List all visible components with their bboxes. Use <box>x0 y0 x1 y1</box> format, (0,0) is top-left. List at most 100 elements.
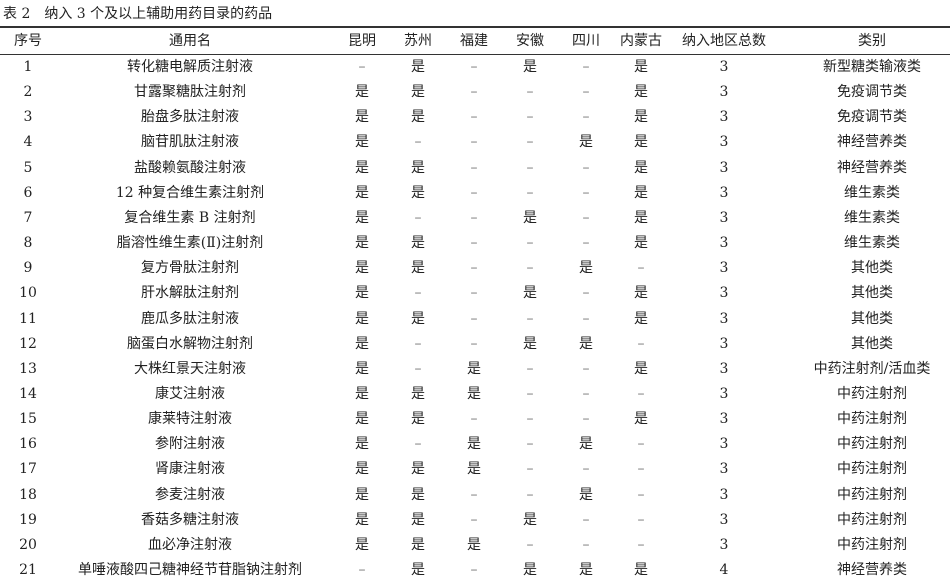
cell-index: 11 <box>19 310 37 327</box>
header-region-count: 纳入地区总数 <box>682 33 766 49</box>
cell-fujian: – <box>470 109 478 126</box>
cell-sichuan: 是 <box>579 562 593 578</box>
cell-drug-name: 康艾注射液 <box>155 385 225 402</box>
cell-fujian: – <box>470 411 478 428</box>
cell-anhui: 是 <box>523 59 537 75</box>
cell-neimenggu: 是 <box>634 285 648 302</box>
cell-kunming: – <box>358 562 366 578</box>
cell-category: 中药注射剂 <box>837 385 907 402</box>
cell-anhui: – <box>526 159 534 176</box>
cell-index: 10 <box>19 285 37 302</box>
cell-neimenggu: 是 <box>634 310 648 327</box>
cell-neimenggu: 是 <box>634 134 648 151</box>
cell-index: 5 <box>23 159 33 176</box>
table-row: 9 复方骨肽注射剂 是 是 – – 是 – 3 其他类 <box>0 256 950 281</box>
cell-drug-name: 肾康注射液 <box>155 461 225 478</box>
cell-suzhou: – <box>414 134 422 151</box>
cell-index: 15 <box>19 411 37 428</box>
cell-fujian: 是 <box>467 461 481 478</box>
cell-fujian: – <box>470 235 478 252</box>
cell-index: 3 <box>23 109 33 126</box>
cell-region-count: 3 <box>719 184 729 201</box>
cell-fujian: 是 <box>467 436 481 453</box>
cell-category: 新型糖类输液类 <box>823 59 921 75</box>
cell-anhui: 是 <box>523 285 537 302</box>
cell-sichuan: – <box>582 159 590 176</box>
cell-region-count: 3 <box>719 536 729 553</box>
cell-kunming: 是 <box>355 486 369 503</box>
cell-neimenggu: 是 <box>634 59 648 75</box>
header-anhui: 安徽 <box>516 33 544 49</box>
cell-neimenggu: 是 <box>634 235 648 252</box>
cell-region-count: 3 <box>719 335 729 352</box>
cell-suzhou: 是 <box>411 411 425 428</box>
header-fujian: 福建 <box>460 33 488 49</box>
header-index: 序号 <box>14 33 42 49</box>
table-row: 5 盐酸赖氨酸注射液 是 是 – – – 是 3 神经营养类 <box>0 156 950 181</box>
cell-anhui: – <box>526 461 534 478</box>
cell-drug-name: 参麦注射液 <box>155 486 225 503</box>
cell-category: 中药注射剂 <box>837 461 907 478</box>
cell-category: 免疫调节类 <box>837 84 907 101</box>
cell-region-count: 3 <box>719 411 729 428</box>
table-row: 13 大株红景天注射液 是 – 是 – – 是 3 中药注射剂/活血类 <box>0 357 950 382</box>
cell-sichuan: – <box>582 84 590 101</box>
cell-anhui: – <box>526 310 534 327</box>
cell-kunming: 是 <box>355 360 369 377</box>
cell-drug-name: 复合维生素 B 注射剂 <box>124 209 256 226</box>
table-caption: 表 2 纳入 3 个及以上辅助用药目录的药品 <box>3 6 273 22</box>
cell-sichuan: – <box>582 511 590 528</box>
cell-drug-name: 脑苷肌肽注射液 <box>141 134 239 151</box>
cell-category: 中药注射剂 <box>837 536 907 553</box>
cell-fujian: – <box>470 285 478 302</box>
cell-anhui: – <box>526 436 534 453</box>
table-row: 21 单唾液酸四己糖神经节苷脂钠注射剂 – 是 – 是 是 是 4 神经营养类 <box>0 558 950 583</box>
cell-neimenggu: – <box>637 486 645 503</box>
table-row: 8 脂溶性维生素(Ⅱ)注射剂 是 是 – – – 是 3 维生素类 <box>0 231 950 256</box>
cell-neimenggu: – <box>637 436 645 453</box>
cell-index: 12 <box>19 335 37 352</box>
cell-category: 维生素类 <box>844 209 900 226</box>
cell-index: 19 <box>19 511 37 528</box>
cell-anhui: – <box>526 84 534 101</box>
cell-neimenggu: 是 <box>634 411 648 428</box>
cell-index: 9 <box>23 260 33 277</box>
cell-sichuan: – <box>582 109 590 126</box>
cell-fujian: – <box>470 84 478 101</box>
cell-anhui: – <box>526 109 534 126</box>
cell-anhui: – <box>526 235 534 252</box>
cell-fujian: – <box>470 562 478 578</box>
table-row: 20 血必净注射液 是 是 是 – – – 3 中药注射剂 <box>0 533 950 558</box>
cell-drug-name: 胎盘多肽注射液 <box>141 109 239 126</box>
cell-index: 1 <box>23 59 33 75</box>
cell-sichuan: 是 <box>579 486 593 503</box>
cell-suzhou: 是 <box>411 310 425 327</box>
cell-fujian: – <box>470 59 478 75</box>
cell-anhui: – <box>526 360 534 377</box>
cell-anhui: – <box>526 260 534 277</box>
cell-region-count: 3 <box>719 235 729 252</box>
cell-index: 7 <box>23 209 33 226</box>
cell-region-count: 3 <box>719 511 729 528</box>
cell-category: 神经营养类 <box>837 562 907 578</box>
cell-kunming: 是 <box>355 109 369 126</box>
cell-anhui: – <box>526 134 534 151</box>
cell-suzhou: 是 <box>411 461 425 478</box>
cell-category: 神经营养类 <box>837 159 907 176</box>
cell-neimenggu: – <box>637 511 645 528</box>
cell-neimenggu: 是 <box>634 209 648 226</box>
cell-category: 中药注射剂 <box>837 486 907 503</box>
cell-region-count: 3 <box>719 385 729 402</box>
cell-sichuan: 是 <box>579 260 593 277</box>
table-row: 3 胎盘多肽注射液 是 是 – – – 是 3 免疫调节类 <box>0 105 950 130</box>
cell-neimenggu: – <box>637 536 645 553</box>
cell-category: 维生素类 <box>844 235 900 252</box>
cell-neimenggu: 是 <box>634 562 648 578</box>
cell-anhui: – <box>526 385 534 402</box>
cell-neimenggu: 是 <box>634 109 648 126</box>
cell-fujian: 是 <box>467 536 481 553</box>
cell-anhui: – <box>526 411 534 428</box>
header-sichuan: 四川 <box>572 33 600 49</box>
cell-region-count: 3 <box>719 209 729 226</box>
cell-category: 其他类 <box>851 310 893 327</box>
